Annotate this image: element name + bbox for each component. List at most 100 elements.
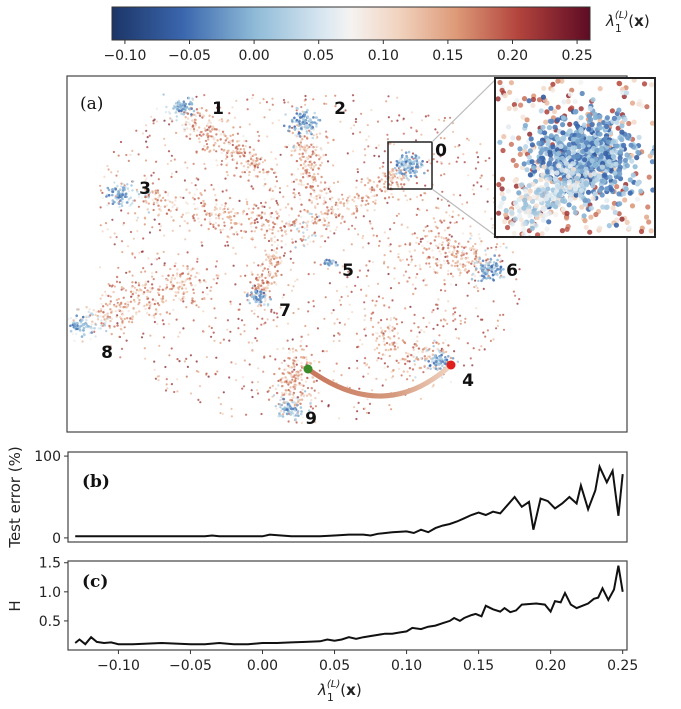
scatter-point: [84, 321, 87, 325]
scatter-point: [183, 219, 186, 223]
scatter-point: [145, 201, 148, 204]
scatter-point: [290, 207, 293, 210]
scatter-point: [279, 414, 282, 417]
scatter-point: [463, 161, 466, 164]
scatter-point: [293, 401, 296, 405]
scatter-point: [313, 196, 316, 199]
scatter-point: [376, 282, 380, 285]
scatter-point: [144, 194, 147, 197]
scatter-point: [103, 290, 107, 293]
scatter-point: [159, 205, 162, 208]
scatter-point: [329, 230, 332, 233]
scatter-point: [202, 133, 205, 136]
scatter-point: [136, 190, 139, 193]
scatter-point: [172, 107, 175, 110]
scatter-point: [154, 312, 157, 316]
scatter-point: [424, 184, 427, 187]
scatter-point: [188, 123, 191, 126]
scatter-point: [467, 269, 470, 273]
scatter-point: [274, 405, 277, 408]
scatter-point: [428, 262, 431, 265]
scatter-point: [422, 371, 425, 374]
scatter-point: [179, 196, 182, 199]
colorbar-ticks: −0.10 −0.05 0.00 0.05 0.10 0.15 0.20 0.25: [103, 40, 593, 64]
scatter-point: [262, 171, 265, 174]
scatter-point: [150, 115, 153, 118]
scatter-point: [649, 150, 654, 156]
scatter-point: [479, 243, 482, 246]
scatter-point: [320, 212, 323, 216]
scatter-point: [286, 222, 289, 226]
scatter-point: [287, 129, 290, 133]
scatter-point: [457, 337, 460, 340]
scatter-point: [113, 325, 116, 328]
scatter-point: [122, 332, 125, 335]
scatter-point: [254, 291, 258, 295]
scatter-point: [186, 166, 189, 169]
scatter-point: [163, 205, 167, 208]
scatter-point: [346, 201, 349, 205]
scatter-point: [219, 411, 222, 415]
scatter-point: [447, 242, 450, 245]
scatter-point: [215, 203, 218, 206]
scatter-point: [271, 255, 274, 258]
scatter-point: [314, 405, 317, 408]
scatter-point: [287, 222, 291, 226]
scatter-point: [164, 299, 168, 302]
scatter-point: [148, 231, 152, 234]
scatter-point: [420, 119, 424, 122]
scatter-point: [170, 154, 173, 157]
scatter-point: [437, 298, 440, 301]
scatter-point: [470, 234, 473, 237]
scatter-point: [194, 275, 197, 279]
scatter-point: [393, 166, 397, 170]
scatter-point: [405, 258, 409, 261]
scatter-point: [492, 261, 496, 264]
scatter-point: [283, 406, 287, 409]
scatter-point: [145, 140, 148, 143]
scatter-point: [371, 299, 374, 302]
scatter-point: [219, 231, 222, 234]
scatter-point: [299, 193, 302, 196]
scatter-point: [178, 285, 181, 288]
scatter-point: [164, 144, 167, 147]
scatter-point: [364, 314, 367, 317]
scatter-point: [167, 322, 171, 326]
scatter-point: [382, 340, 385, 343]
scatter-point: [304, 160, 307, 163]
scatter-point: [218, 129, 221, 132]
scatter-point: [381, 171, 385, 175]
scatter-point: [287, 224, 290, 228]
scatter-point: [285, 392, 288, 395]
scatter-point: [165, 378, 168, 381]
scatter-point: [161, 297, 165, 300]
scatter-point: [105, 329, 108, 333]
scatter-point: [536, 140, 542, 146]
scatter-point: [116, 322, 119, 325]
scatter-point: [561, 99, 567, 105]
scatter-point: [383, 197, 387, 200]
scatter-point: [444, 309, 447, 312]
scatter-point: [365, 194, 368, 197]
scatter-point: [119, 140, 123, 144]
scatter-point: [250, 216, 253, 220]
scatter-point: [170, 159, 173, 162]
scatter-point: [305, 225, 309, 229]
scatter-point: [406, 226, 409, 229]
scatter-point: [303, 244, 306, 248]
scatter-point: [432, 268, 435, 271]
scatter-point: [303, 146, 306, 149]
scatter-point: [311, 175, 314, 178]
scatter-point: [524, 117, 530, 123]
scatter-point: [151, 190, 154, 193]
scatter-point: [438, 350, 442, 354]
scatter-point: [322, 202, 325, 205]
scatter-point: [518, 298, 521, 301]
scatter-point: [402, 165, 406, 169]
scatter-point: [282, 195, 285, 198]
scatter-point: [102, 315, 105, 318]
scatter-point: [145, 312, 149, 315]
scatter-point: [340, 374, 343, 377]
scatter-point: [362, 375, 365, 378]
scatter-point: [464, 264, 467, 267]
